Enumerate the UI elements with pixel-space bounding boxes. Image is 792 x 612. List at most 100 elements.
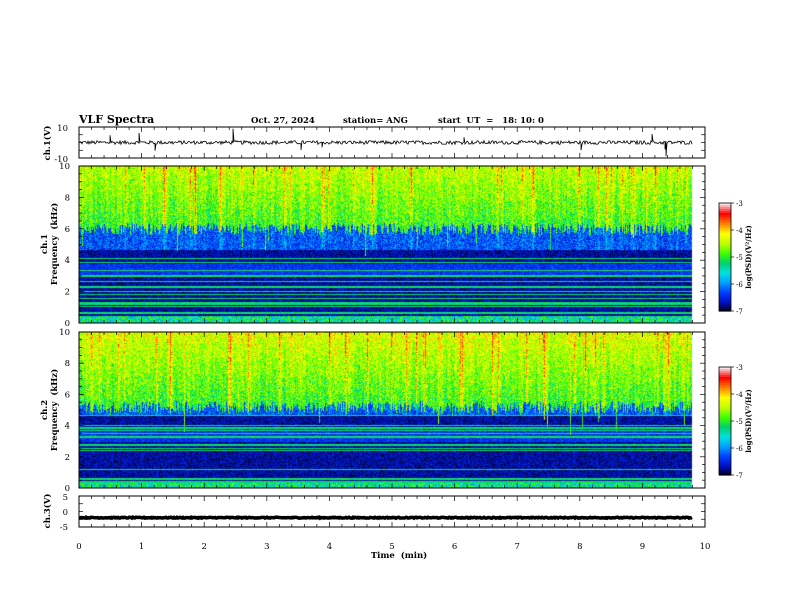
ch2-colorbar-gradient-step bbox=[719, 441, 731, 444]
ch2-spectrogram-ticks bbox=[78, 331, 706, 489]
ch1-colorbar-gradient-step bbox=[719, 289, 731, 292]
ch2-colorbar-gradient-step bbox=[719, 431, 731, 434]
date-label: Oct. 27, 2024 bbox=[251, 116, 315, 126]
ch1-colorbar: -3 -4 -5 -6 -7 log(PSD)(V²/Hz) bbox=[718, 200, 753, 316]
time-axis-label: Time (min) bbox=[371, 550, 427, 561]
ch2-colorbar-gradient-step bbox=[719, 465, 731, 468]
ch2-colorbar-tick-label: -4 bbox=[736, 391, 743, 399]
ch2-colorbar-gradient-step bbox=[719, 445, 731, 448]
ch2-channel-label: ch.2 bbox=[40, 400, 50, 420]
ch2-colorbar-gradient-step bbox=[719, 369, 731, 372]
ch2-colorbar-gradient-step bbox=[719, 381, 731, 384]
ch2-colorbar-gradient-step bbox=[719, 449, 731, 452]
ch1-colorbar-gradient-step bbox=[719, 299, 731, 302]
ch2-colorbar-gradient-step bbox=[719, 371, 731, 374]
ch1-colorbar-gradient-step bbox=[719, 259, 731, 262]
ch1-colorbar-gradient-step bbox=[719, 227, 731, 230]
ch1-colorbar-tick-label: -7 bbox=[736, 308, 743, 316]
ch1-colorbar-gradient-step bbox=[719, 211, 731, 214]
ch1-colorbar-gradient-step bbox=[719, 245, 731, 248]
ch2-frequency-ytick-label: 4 bbox=[65, 422, 70, 432]
ch1-colorbar-gradient-step bbox=[719, 305, 731, 308]
ch1-colorbar-gradient-step bbox=[719, 217, 731, 220]
ch1-colorbar-tick-label: -3 bbox=[736, 200, 743, 208]
ch1-colorbar-gradient-step bbox=[719, 269, 731, 272]
ch3-voltage-panel: 5 0 -5 ch.3(V) bbox=[42, 493, 706, 533]
ch2-colorbar-gradient-step bbox=[719, 439, 731, 442]
ch1-colorbar-gradient-step bbox=[719, 265, 731, 268]
ch1-colorbar-gradient-step bbox=[719, 281, 731, 284]
time-axis-tick-labels: 0 1 2 3 4 5 6 7 8 9 10 bbox=[76, 542, 710, 552]
figure-title: VLF Spectra bbox=[78, 113, 154, 126]
ch1-colorbar-gradient-step bbox=[719, 261, 731, 264]
ch2-spectrogram-panel: 0 2 4 6 8 10 ch.2 Frequency (kHz) bbox=[40, 328, 706, 494]
time-tick-label: 3 bbox=[264, 542, 269, 552]
ch2-colorbar-gradient-step bbox=[719, 435, 731, 438]
ch2-colorbar-gradient-step bbox=[719, 407, 731, 410]
ch2-colorbar-gradient-step bbox=[719, 377, 731, 380]
ch1-colorbar-gradient-step bbox=[719, 257, 731, 260]
time-tick-label: 9 bbox=[640, 542, 645, 552]
ch2-colorbar-gradient-step bbox=[719, 367, 731, 370]
ch1-colorbar-gradient-step bbox=[719, 241, 731, 244]
ch1-colorbar-gradient-step bbox=[719, 283, 731, 286]
time-tick-label: 6 bbox=[452, 542, 457, 552]
ch1-colorbar-gradient-step bbox=[719, 303, 731, 306]
ch1-colorbar-gradient-step bbox=[719, 253, 731, 256]
ch2-colorbar-gradient-step bbox=[719, 455, 731, 458]
ch2-colorbar-gradient-step bbox=[719, 447, 731, 450]
ch2-colorbar-gradient-step bbox=[719, 433, 731, 436]
ch1-frequency-ytick-label: 0 bbox=[65, 319, 70, 329]
ch2-colorbar-gradient-step bbox=[719, 471, 731, 474]
ch1-colorbar-gradient-step bbox=[719, 279, 731, 282]
ch1-colorbar-gradient-step bbox=[719, 267, 731, 270]
ch2-colorbar-gradient-step bbox=[719, 427, 731, 430]
ch2-colorbar-gradient-step bbox=[719, 459, 731, 462]
ch2-colorbar-gradient-step bbox=[719, 413, 731, 416]
ch1-colorbar-gradient-step bbox=[719, 215, 731, 218]
ch1-colorbar-gradient-step bbox=[719, 243, 731, 246]
ch1-colorbar-gradient-step bbox=[719, 293, 731, 296]
ch1-colorbar-gradient-step bbox=[719, 225, 731, 228]
time-tick-label: 10 bbox=[700, 542, 711, 552]
ch2-colorbar-gradient-step bbox=[719, 395, 731, 398]
ch2-colorbar-gradient-step bbox=[719, 405, 731, 408]
ch1-colorbar-gradient-step bbox=[719, 263, 731, 266]
ch2-colorbar-label: log(PSD)(V²/Hz) bbox=[744, 389, 753, 453]
ch2-frequency-ytick-label: 8 bbox=[65, 359, 70, 369]
ch1-spectrogram-image bbox=[79, 166, 705, 323]
ch1-colorbar-gradient-step bbox=[719, 221, 731, 224]
time-tick-label: 0 bbox=[76, 542, 81, 552]
ch3-voltage-trace bbox=[78, 514, 693, 521]
ch1-voltage-ytick-top: 10 bbox=[57, 124, 68, 134]
ch1-colorbar-tick-label: -6 bbox=[736, 281, 743, 289]
ch1-colorbar-gradient-step bbox=[719, 213, 731, 216]
time-tick-label: 1 bbox=[139, 542, 144, 552]
ch2-colorbar-gradient-step bbox=[719, 389, 731, 392]
ch2-colorbar-tick-label: -6 bbox=[736, 445, 743, 453]
ch1-voltage-ylabel: ch.1(V) bbox=[42, 126, 53, 161]
ch2-frequency-label: Frequency (kHz) bbox=[49, 369, 60, 451]
ch2-colorbar-gradient-step bbox=[719, 473, 731, 476]
ch1-spectrogram-ticks bbox=[78, 165, 706, 324]
station-label: station= ANG bbox=[343, 116, 408, 126]
ch2-colorbar-gradient-step bbox=[719, 383, 731, 386]
ch1-voltage-ticks bbox=[78, 126, 706, 159]
ch1-colorbar-gradient-step bbox=[719, 239, 731, 242]
ch1-colorbar-gradient-step bbox=[719, 231, 731, 234]
ch2-colorbar-gradient-step bbox=[719, 399, 731, 402]
ch2-colorbar-gradient-step bbox=[719, 425, 731, 428]
ch1-frequency-label: Frequency (kHz) bbox=[49, 203, 60, 285]
ch2-colorbar-gradient-step bbox=[719, 461, 731, 464]
ch1-colorbar-gradient-step bbox=[719, 251, 731, 254]
ch2-colorbar-gradient-step bbox=[719, 411, 731, 414]
ch1-channel-label: ch.1 bbox=[40, 234, 50, 254]
ch1-colorbar-gradient-step bbox=[719, 273, 731, 276]
ch2-colorbar-tick-label: -7 bbox=[736, 472, 743, 480]
ch2-colorbar-tick-label: -5 bbox=[736, 418, 743, 426]
ch1-spectrogram-panel: 0 2 4 6 8 10 ch.1 Frequency (kHz) bbox=[40, 162, 706, 329]
ch1-voltage-panel: 10 -10 ch.1(V) bbox=[42, 124, 706, 165]
ch1-colorbar-gradient-step bbox=[719, 203, 731, 206]
ch3-voltage-ylabel: ch.3(V) bbox=[42, 494, 53, 529]
